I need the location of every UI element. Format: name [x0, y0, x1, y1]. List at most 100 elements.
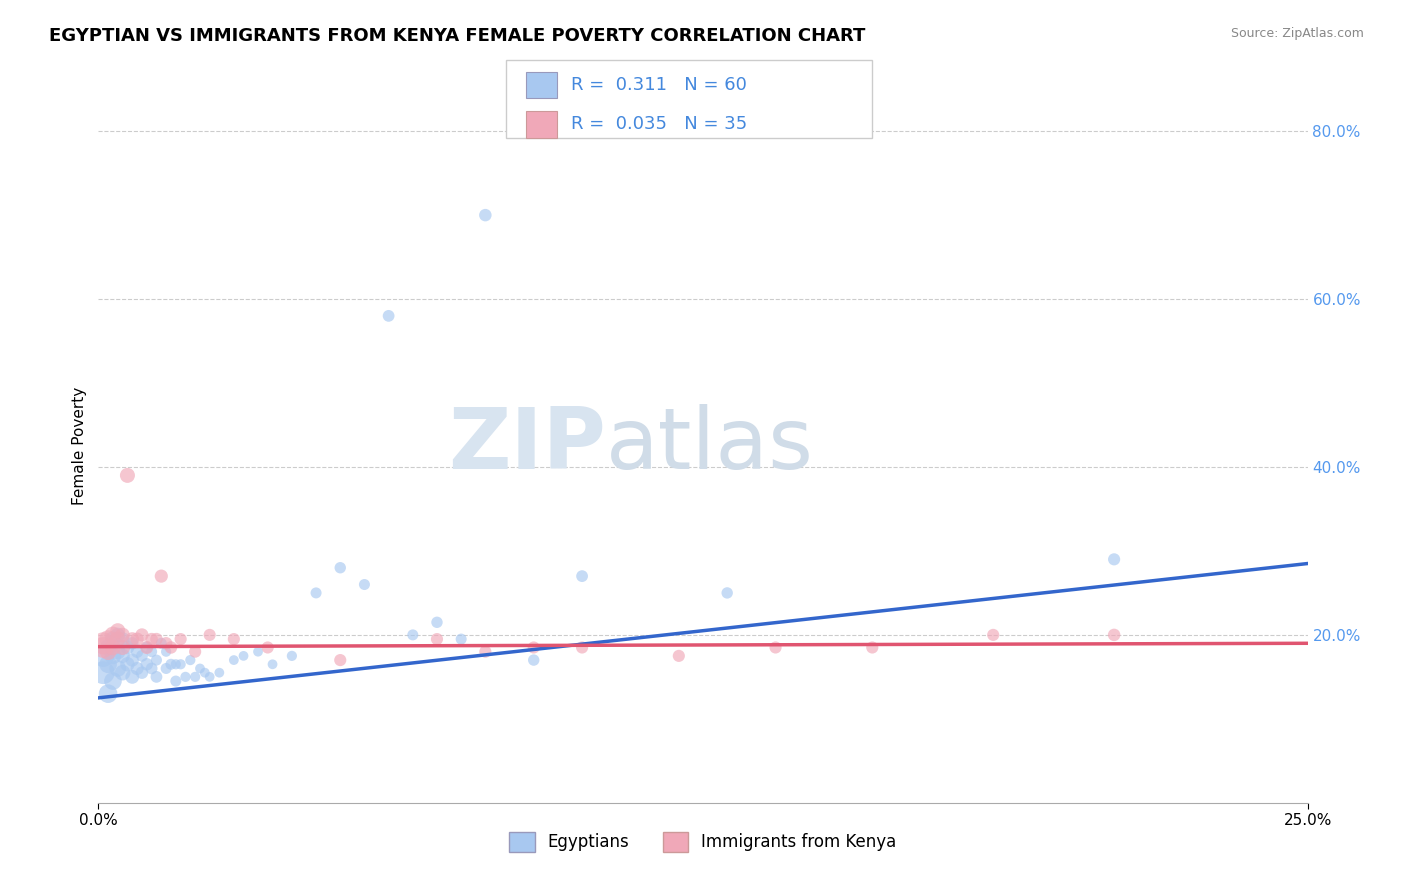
Text: EGYPTIAN VS IMMIGRANTS FROM KENYA FEMALE POVERTY CORRELATION CHART: EGYPTIAN VS IMMIGRANTS FROM KENYA FEMALE… — [49, 27, 866, 45]
Point — [121, 632, 143, 646]
Point — [160, 657, 183, 672]
Point — [141, 632, 163, 646]
Point — [107, 661, 129, 675]
Point — [121, 670, 143, 684]
Point — [141, 661, 163, 675]
Point — [141, 645, 163, 659]
Point — [91, 648, 114, 663]
Point — [131, 648, 153, 663]
Point — [131, 665, 153, 680]
Point — [281, 648, 304, 663]
Point — [262, 657, 284, 672]
Point — [155, 661, 177, 675]
Point — [1102, 552, 1125, 566]
Point — [169, 657, 191, 672]
Point — [160, 640, 183, 655]
Y-axis label: Female Poverty: Female Poverty — [72, 387, 87, 505]
Point — [377, 309, 399, 323]
Point — [194, 665, 217, 680]
Point — [426, 615, 449, 630]
Point — [145, 632, 167, 646]
Point — [111, 665, 134, 680]
Point — [97, 687, 120, 701]
Point — [150, 636, 173, 650]
Point — [222, 632, 245, 646]
Point — [107, 645, 129, 659]
Point — [198, 628, 221, 642]
Point — [165, 657, 187, 672]
Text: R =  0.311   N = 60: R = 0.311 N = 60 — [571, 76, 747, 94]
Point — [765, 640, 787, 655]
Point — [121, 653, 143, 667]
Point — [198, 670, 221, 684]
Point — [97, 645, 120, 659]
Point — [179, 653, 201, 667]
Point — [91, 636, 114, 650]
Point — [121, 636, 143, 650]
Point — [101, 674, 124, 689]
Point — [305, 586, 328, 600]
Point — [111, 628, 134, 642]
Point — [208, 665, 231, 680]
Point — [222, 653, 245, 667]
Point — [127, 632, 149, 646]
Point — [981, 628, 1004, 642]
Point — [474, 645, 496, 659]
Point — [426, 632, 449, 646]
Point — [101, 628, 124, 642]
Point — [329, 653, 352, 667]
Point — [184, 670, 207, 684]
Point — [107, 632, 129, 646]
Point — [145, 653, 167, 667]
Point — [111, 648, 134, 663]
Point — [97, 632, 120, 646]
Text: ZIP: ZIP — [449, 404, 606, 488]
Point — [402, 628, 425, 642]
Point — [247, 645, 270, 659]
Point — [155, 645, 177, 659]
Point — [135, 640, 157, 655]
Point — [169, 632, 191, 646]
Point — [135, 657, 157, 672]
Point — [474, 208, 496, 222]
Point — [174, 670, 197, 684]
Point — [117, 640, 139, 655]
Point — [117, 657, 139, 672]
Text: atlas: atlas — [606, 404, 814, 488]
Point — [1102, 628, 1125, 642]
Point — [91, 640, 114, 655]
Point — [117, 468, 139, 483]
Point — [165, 674, 187, 689]
Point — [256, 640, 278, 655]
Point — [91, 665, 114, 680]
Point — [135, 640, 157, 655]
Point — [523, 653, 546, 667]
Legend: Egyptians, Immigrants from Kenya: Egyptians, Immigrants from Kenya — [503, 825, 903, 859]
Point — [101, 640, 124, 655]
Point — [329, 560, 352, 574]
Point — [150, 569, 173, 583]
Point — [232, 648, 254, 663]
Point — [97, 657, 120, 672]
Point — [101, 648, 124, 663]
Text: R =  0.035   N = 35: R = 0.035 N = 35 — [571, 115, 747, 133]
Point — [571, 640, 593, 655]
Point — [127, 661, 149, 675]
Point — [145, 670, 167, 684]
Point — [155, 636, 177, 650]
Point — [716, 586, 738, 600]
Point — [353, 577, 375, 591]
Point — [97, 640, 120, 655]
Point — [188, 661, 211, 675]
Point — [111, 632, 134, 646]
Point — [860, 640, 883, 655]
Text: Source: ZipAtlas.com: Source: ZipAtlas.com — [1230, 27, 1364, 40]
Point — [450, 632, 472, 646]
Point — [523, 640, 546, 655]
Point — [668, 648, 690, 663]
Point — [101, 632, 124, 646]
Point — [131, 628, 153, 642]
Point — [184, 645, 207, 659]
Point — [127, 645, 149, 659]
Point — [571, 569, 593, 583]
